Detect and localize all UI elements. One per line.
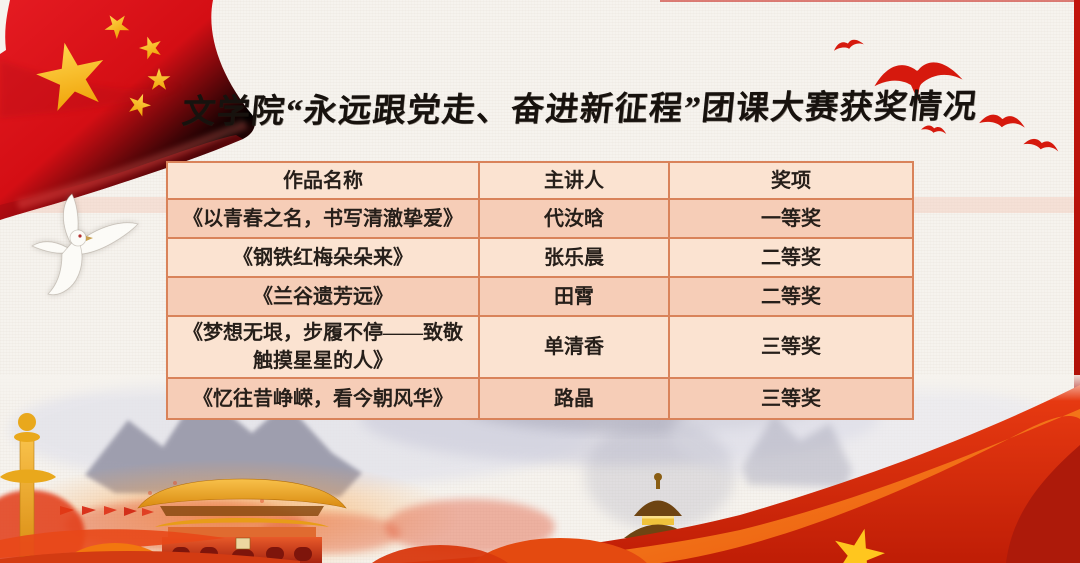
dove-eye [78,234,82,238]
work-title-cell: 《忆往昔峥嵘，看今朝风华》 [166,377,480,420]
award-cell: 三等奖 [668,315,914,379]
red-birds-icon [833,39,1059,152]
slide-title: 文学院“永远跟党走、奋进新征程”团课大赛获奖情况 [180,89,980,131]
awards-table: 作品名称 主讲人 奖项 《以青春之名，书写清澈挚爱》 代汝晗 一等奖 《钢铁红梅… [166,161,914,420]
speaker-cell: 路晶 [478,377,670,420]
top-edge-red-line [660,0,1080,2]
red-ribbon-icon [0,385,1080,563]
award-cell: 二等奖 [668,237,914,278]
work-title-cell: 《兰谷遗芳远》 [166,276,480,317]
header-award: 奖项 [668,161,914,200]
speaker-cell: 张乐晨 [478,237,670,278]
china-flag-icon [0,0,255,220]
award-cell: 一等奖 [668,198,914,239]
table-row: 《忆往昔峥嵘，看今朝风华》 路晶 三等奖 [166,377,914,420]
award-cell: 三等奖 [668,377,914,420]
table-header-row: 作品名称 主讲人 奖项 [166,161,914,200]
work-title-cell: 《以青春之名，书写清澈挚爱》 [166,198,480,239]
work-title-cell: 《梦想无垠，步履不停——致敬触摸星星的人》 [166,315,480,379]
table-row: 《兰谷遗芳远》 田霄 二等奖 [166,276,914,317]
header-work-title: 作品名称 [166,161,480,200]
work-title-cell: 《钢铁红梅朵朵来》 [166,237,480,278]
gate-portrait [235,537,251,550]
speaker-cell: 代汝晗 [478,198,670,239]
gold-star-icon [835,528,885,563]
speaker-cell: 单清香 [478,315,670,379]
speaker-cell: 田霄 [478,276,670,317]
table-row: 《钢铁红梅朵朵来》 张乐晨 二等奖 [166,237,914,278]
header-speaker: 主讲人 [478,161,670,200]
award-cell: 二等奖 [668,276,914,317]
table-row: 《以青春之名，书写清澈挚爱》 代汝晗 一等奖 [166,198,914,239]
table-row: 《梦想无垠，步履不停——致敬触摸星星的人》 单清香 三等奖 [166,315,914,379]
tiananmen-gate-icon [137,478,347,563]
dove-icon [31,193,139,296]
right-edge-red-strip [1074,0,1080,563]
